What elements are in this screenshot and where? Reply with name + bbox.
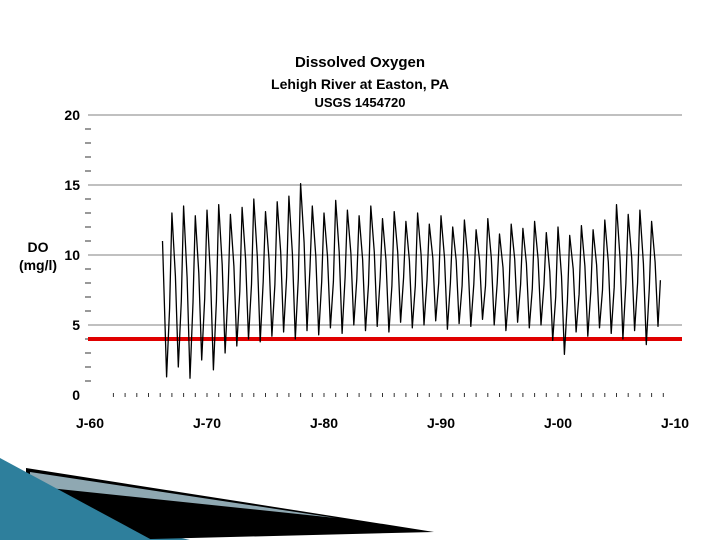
x-tick-label: J-60: [76, 415, 104, 431]
swoosh-accent-shape: [30, 472, 336, 518]
chart-title: Dissolved Oxygen: [294, 54, 426, 71]
chart-station-id: USGS 1454720: [314, 95, 406, 111]
y-axis-title-line2: (mg/l): [18, 257, 58, 274]
x-tick-label: J-70: [193, 415, 221, 431]
chart-subtitle: Lehigh River at Easton, PA: [271, 75, 449, 92]
y-axis-title: DO (mg/l): [6, 238, 70, 274]
swoosh-teal-under-shape: [52, 518, 190, 540]
x-tick-label: J-10: [661, 415, 689, 431]
chart-title-block: Dissolved Oxygen Lehigh River at Easton,…: [0, 52, 720, 113]
x-tick-label: J-90: [427, 415, 455, 431]
y-axis-title-line1: DO: [27, 239, 49, 255]
swoosh-black-shape: [26, 468, 434, 540]
do-series-line: [161, 182, 662, 379]
x-tick-label: J-80: [310, 415, 338, 431]
y-tick-label: 5: [72, 317, 80, 333]
y-tick-label: 15: [64, 177, 80, 193]
swoosh-teal-shape: [0, 458, 152, 540]
x-tick-label: J-00: [544, 415, 572, 431]
y-tick-label: 0: [72, 387, 80, 403]
